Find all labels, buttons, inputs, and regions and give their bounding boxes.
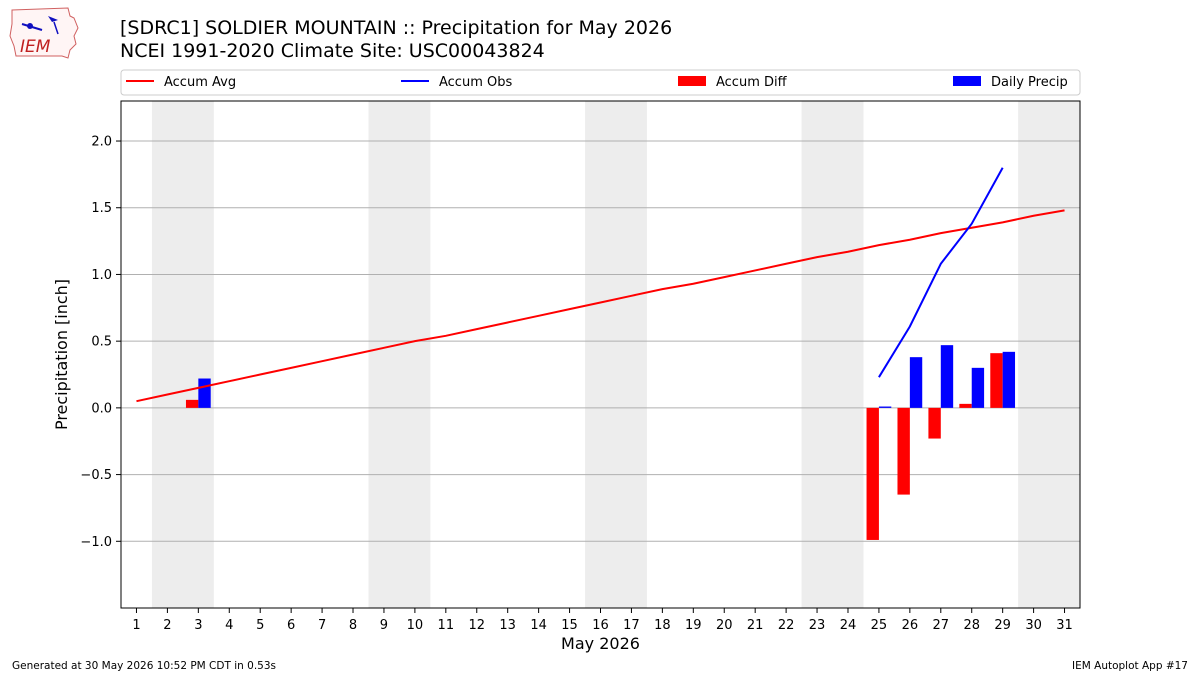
y-tick-label: 1.0 — [91, 268, 112, 283]
x-tick-label: 27 — [933, 618, 950, 633]
x-tick-label: 29 — [994, 618, 1011, 633]
x-tick-label: 8 — [349, 618, 357, 633]
precipitation-chart: 1 2 3 4 5 6 7 8 9 10 11 12 13 14 15 16 17 18 19 20 21 22 23 24 2… — [52, 69, 1081, 653]
x-tick-label: 22 — [778, 618, 795, 633]
x-tick-label: 25 — [871, 618, 888, 633]
y-tick-label: 2.0 — [91, 135, 112, 150]
x-tick-label: 17 — [623, 618, 640, 633]
y-tick-label: 0.5 — [91, 335, 112, 350]
legend-label: Accum Avg — [164, 75, 236, 90]
legend-label: Accum Obs — [439, 75, 512, 90]
app-label: IEM Autoplot App #17 — [1072, 660, 1188, 672]
y-tick-label: −1.0 — [80, 535, 112, 550]
logo-text: IEM — [20, 37, 51, 57]
weekend-band — [585, 101, 647, 608]
x-axis-label: May 2026 — [561, 634, 640, 653]
x-tick-label: 10 — [407, 618, 424, 633]
daily-precip-bar — [940, 345, 954, 408]
daily-precip-bar — [971, 367, 985, 408]
x-tick-label: 3 — [194, 618, 202, 633]
y-axis-label: Precipitation [inch] — [52, 279, 71, 430]
accum-avg-line — [136, 209, 1065, 403]
y-tick-label: 1.5 — [91, 201, 112, 216]
y-tick-label: −0.5 — [80, 468, 112, 483]
chart-subtitle: NCEI 1991-2020 Climate Site: USC00043824 — [120, 40, 545, 62]
x-tick-label: 7 — [318, 618, 326, 633]
legend-item-daily-precip: Daily Precip — [953, 75, 1068, 90]
weekend-shading — [151, 101, 1080, 608]
accum-diff-bar — [866, 407, 879, 540]
x-tick-label: 5 — [256, 618, 264, 633]
x-tick-label: 14 — [530, 618, 547, 633]
accum-diff-bar — [185, 399, 199, 408]
legend-box — [120, 69, 1081, 96]
weekend-band — [801, 101, 864, 608]
axis-ticks: 1 2 3 4 5 6 7 8 9 10 11 12 13 14 15 16 17 18 19 20 21 22 23 24 2… — [80, 135, 1072, 633]
weekend-band — [368, 101, 431, 608]
daily-precip-bar — [1002, 351, 1016, 408]
weekend-band — [1018, 101, 1080, 608]
accum-diff-bar — [897, 407, 910, 495]
accum-diff-bar — [959, 403, 972, 408]
daily-precip-bar — [878, 406, 892, 408]
x-tick-label: 9 — [380, 618, 388, 633]
x-tick-label: 28 — [963, 618, 980, 633]
generated-timestamp: Generated at 30 May 2026 10:52 PM CDT in… — [12, 660, 276, 672]
x-tick-label: 4 — [225, 618, 233, 633]
legend: Accum Avg Accum Obs Accum Diff Daily Precip — [120, 69, 1081, 96]
x-tick-label: 12 — [468, 618, 485, 633]
legend-label: Daily Precip — [991, 75, 1068, 90]
bars — [185, 345, 1016, 540]
accum-diff-bar — [928, 407, 941, 439]
weekend-band — [151, 101, 214, 608]
legend-swatch — [678, 76, 706, 86]
x-tick-label: 18 — [654, 618, 671, 633]
x-tick-label: 31 — [1056, 618, 1073, 633]
x-tick-label: 26 — [902, 618, 919, 633]
x-tick-label: 11 — [438, 618, 455, 633]
legend-label: Accum Diff — [716, 75, 788, 90]
legend-swatch — [953, 76, 981, 86]
x-tick-label: 23 — [809, 618, 826, 633]
x-tick-label: 19 — [685, 618, 702, 633]
chart-title: [SDRC1] SOLDIER MOUNTAIN :: Precipitatio… — [120, 17, 673, 39]
x-tick-label: 6 — [287, 618, 295, 633]
x-tick-label: 30 — [1025, 618, 1042, 633]
y-tick-label: 0.0 — [91, 401, 112, 416]
x-tick-label: 1 — [132, 618, 140, 633]
lines — [136, 167, 1065, 403]
accum-diff-bar — [990, 353, 1003, 408]
x-tick-label: 21 — [747, 618, 764, 633]
iem-logo: IEM — [8, 6, 80, 60]
legend-item-accum-diff: Accum Diff — [678, 75, 788, 90]
x-tick-label: 24 — [840, 618, 857, 633]
x-tick-label: 20 — [716, 618, 733, 633]
x-tick-label: 2 — [163, 618, 171, 633]
x-tick-label: 13 — [499, 618, 516, 633]
x-tick-label: 15 — [561, 618, 578, 633]
x-tick-label: 16 — [592, 618, 609, 633]
legend-item-accum-avg: Accum Avg — [126, 75, 236, 90]
accum-obs-line — [878, 167, 1004, 378]
daily-precip-bar — [909, 357, 923, 408]
legend-item-accum-obs: Accum Obs — [401, 75, 512, 90]
daily-precip-bar — [198, 378, 211, 408]
